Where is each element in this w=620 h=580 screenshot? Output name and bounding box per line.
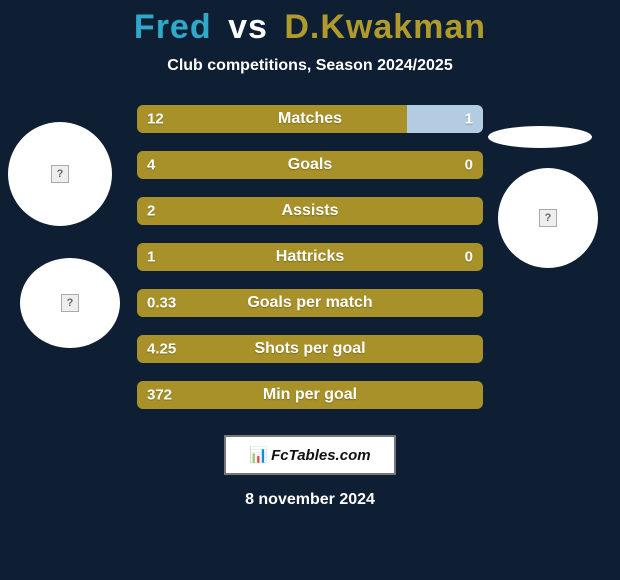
stat-row: 1 0 Hattricks: [137, 243, 483, 271]
stat-row: 4 0 Goals: [137, 151, 483, 179]
stat-value-left: 372: [147, 387, 172, 404]
chart-icon: 📊: [249, 446, 267, 464]
stat-value-left: 1: [147, 249, 155, 266]
player1-name: Fred: [134, 8, 212, 46]
stat-metric-label: Min per goal: [263, 386, 357, 404]
subtitle: Club competitions, Season 2024/2025: [0, 57, 620, 75]
comparison-title: Fred vs D.Kwakman: [0, 0, 620, 47]
stat-metric-label: Shots per goal: [254, 340, 365, 358]
avatar-mid-right: ?: [498, 168, 598, 268]
stat-value-right: 1: [465, 111, 473, 128]
ellipse-top-right: [488, 126, 592, 148]
player2-name: D.Kwakman: [284, 8, 486, 46]
stat-row: 2 Assists: [137, 197, 483, 225]
stat-metric-label: Goals per match: [247, 294, 372, 312]
stat-row: 372 Min per goal: [137, 381, 483, 409]
stat-bar-left: [137, 105, 407, 133]
stat-value-left: 2: [147, 203, 155, 220]
stat-value-left: 4: [147, 157, 155, 174]
stat-row: 12 1 Matches: [137, 105, 483, 133]
brand-text: FcTables.com: [271, 447, 370, 464]
stats-bars: 12 1 Matches 4 0 Goals 2 Assists 1 0 Hattricks 0.33…: [137, 105, 483, 409]
stat-value-left: 4.25: [147, 341, 176, 358]
stat-metric-label: Assists: [282, 202, 339, 220]
vs-word: vs: [228, 8, 268, 46]
stat-metric-label: Goals: [288, 156, 332, 174]
footer-brand-box: 📊 FcTables.com: [224, 435, 396, 475]
stat-value-left: 12: [147, 111, 164, 128]
stat-value-right: 0: [465, 157, 473, 174]
placeholder-icon: ?: [61, 294, 79, 312]
placeholder-icon: ?: [539, 209, 557, 227]
date-label: 8 november 2024: [0, 491, 620, 509]
avatar-bottom-left: ?: [20, 258, 120, 348]
stat-metric-label: Matches: [278, 110, 342, 128]
stat-value-right: 0: [465, 249, 473, 266]
placeholder-icon: ?: [51, 165, 69, 183]
avatar-top-left: ?: [8, 122, 112, 226]
stat-row: 0.33 Goals per match: [137, 289, 483, 317]
stat-row: 4.25 Shots per goal: [137, 335, 483, 363]
stat-metric-label: Hattricks: [276, 248, 344, 266]
stat-value-left: 0.33: [147, 295, 176, 312]
